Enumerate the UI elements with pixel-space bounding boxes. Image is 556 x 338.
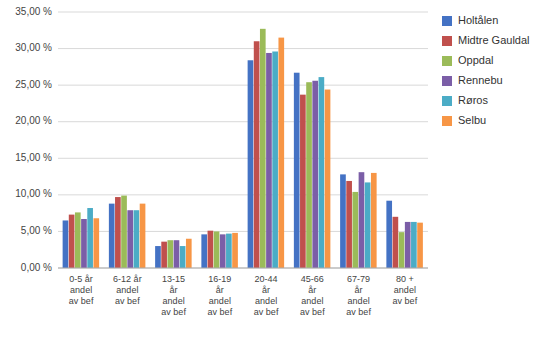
x-axis-line: [58, 268, 428, 269]
bar: [201, 234, 207, 268]
bar: [115, 197, 121, 268]
chart: 0,00 % 5,00 % 10,00 % 15,00 % 20,00 % 25,00 %…: [0, 0, 556, 338]
bar: [386, 201, 392, 268]
grid-line: [58, 121, 428, 122]
bar: [134, 210, 140, 268]
bar: [63, 220, 69, 268]
bar: [294, 73, 300, 268]
bar: [325, 90, 331, 268]
bar: [208, 231, 214, 268]
bar: [312, 81, 318, 268]
bar: [109, 204, 115, 268]
bar: [248, 60, 254, 268]
y-tick-label: 30,00 %: [15, 42, 52, 53]
bar: [220, 234, 226, 268]
x-tick-label: 45-66årandelav bef: [300, 274, 325, 317]
y-tick-label: 35,00 %: [15, 6, 52, 17]
legend-swatch: [442, 16, 452, 26]
x-tick-label: 16-19årandelav bef: [208, 274, 233, 317]
bar: [174, 240, 180, 268]
legend-swatch: [442, 56, 452, 66]
x-tick-label: 13-15årandelav bef: [161, 274, 186, 317]
x-tick-label: 0-5 årandelav bef: [69, 274, 94, 306]
legend-label: Midtre Gauldal: [458, 34, 530, 46]
bar: [278, 38, 284, 268]
bars: [63, 29, 423, 268]
bar: [340, 174, 346, 268]
y-tick-label: 15,00 %: [15, 152, 52, 163]
bar: [232, 233, 238, 268]
bar: [365, 182, 371, 268]
bar: [272, 51, 278, 268]
grid-line: [58, 12, 428, 13]
legend-label: Røros: [458, 94, 488, 106]
bar: [87, 208, 93, 268]
bar: [399, 232, 405, 268]
y-tick-label: 10,00 %: [15, 188, 52, 199]
legend-label: Rennebu: [458, 74, 503, 86]
bar: [266, 53, 272, 268]
grid-line: [58, 268, 428, 269]
bar: [180, 246, 186, 268]
legend-label: Holtålen: [458, 14, 498, 26]
legend-swatch: [442, 116, 452, 126]
x-tick-label: 20-44årandelav bef: [254, 274, 279, 317]
bar: [140, 204, 146, 268]
legend-label: Oppdal: [458, 54, 493, 66]
bar: [417, 223, 423, 268]
y-tick-label: 0,00 %: [21, 262, 52, 273]
legend-swatch: [442, 76, 452, 86]
y-tick-label: 25,00 %: [15, 79, 52, 90]
bar: [359, 172, 365, 268]
legend-swatch: [442, 96, 452, 106]
x-tick-label: 6-12 årandelav bef: [113, 274, 142, 306]
bar: [319, 77, 325, 268]
x-tick-label: 67-79årandelav bef: [346, 274, 371, 317]
grid-line: [58, 158, 428, 159]
bar: [214, 231, 220, 268]
legend-label: Selbu: [458, 114, 486, 126]
bar: [69, 215, 75, 268]
bar: [121, 196, 127, 268]
x-tick-label: 80 +andelav bef: [393, 274, 418, 306]
bar: [393, 217, 399, 268]
bar: [167, 240, 173, 268]
bar: [127, 210, 133, 268]
bar: [155, 246, 161, 268]
y-tick-label: 5,00 %: [21, 225, 52, 236]
bar: [260, 29, 266, 268]
bar: [186, 239, 192, 268]
x-axis: 0-5 årandelav bef 6-12 årandelav bef 13-15…: [69, 274, 418, 317]
bar: [161, 242, 167, 268]
y-axis: 0,00 % 5,00 % 10,00 % 15,00 % 20,00 % 25,00 %…: [15, 6, 428, 273]
grid-line: [58, 85, 428, 86]
y-tick-label: 20,00 %: [15, 115, 52, 126]
legend-swatch: [442, 36, 452, 46]
chart-container: 0,00 % 5,00 % 10,00 % 15,00 % 20,00 % 25,00 %…: [0, 0, 556, 338]
bar: [254, 41, 260, 268]
bar: [75, 212, 81, 268]
bar: [81, 219, 87, 268]
bar: [411, 222, 417, 268]
legend: Holtålen Midtre Gauldal Oppdal Rennebu Røros…: [442, 14, 530, 126]
bar: [405, 222, 411, 268]
bar: [93, 218, 99, 268]
bar: [346, 181, 352, 268]
bar: [352, 192, 358, 268]
bar: [226, 234, 232, 268]
bar: [300, 95, 306, 268]
bar: [306, 82, 312, 268]
bar: [371, 173, 377, 268]
grid-line: [58, 48, 428, 49]
